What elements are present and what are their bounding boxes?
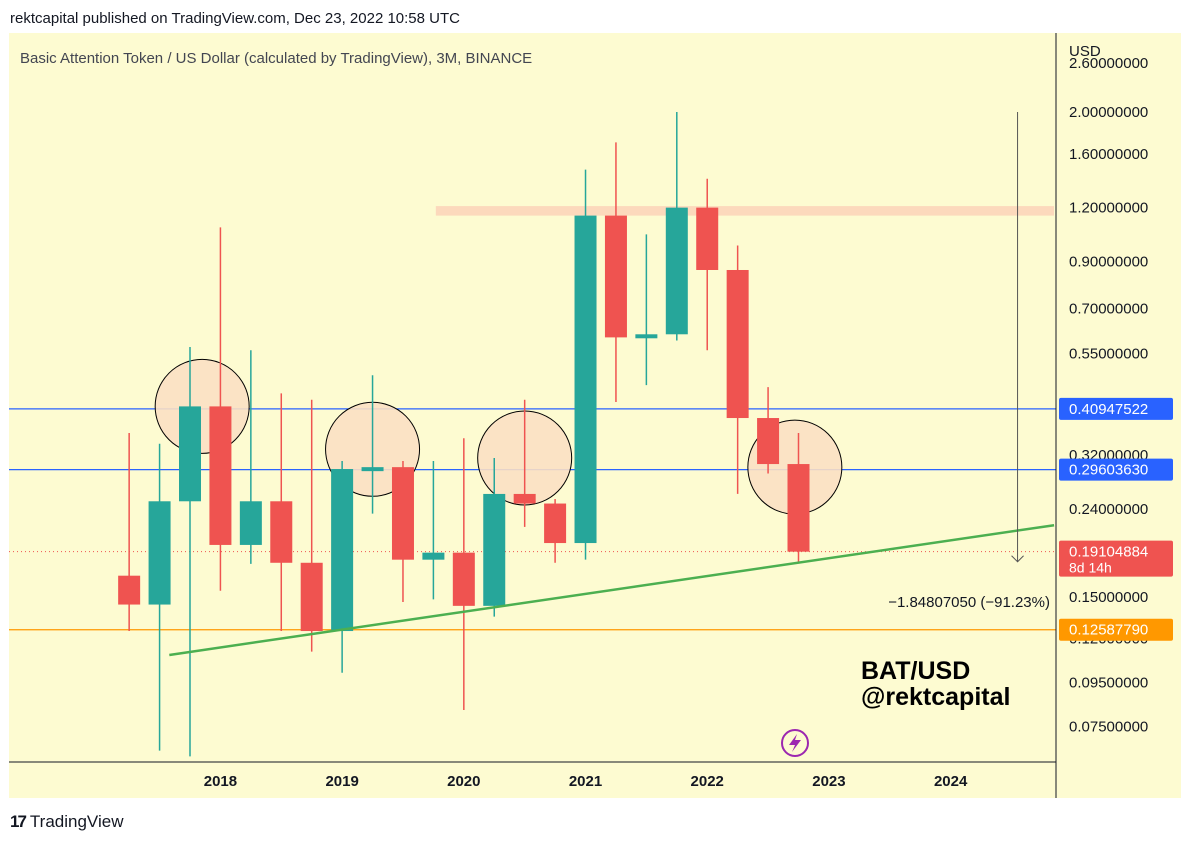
currency-label: USD: [1069, 43, 1101, 60]
measure-label: −1.84807050 (−91.23%): [888, 594, 1050, 611]
candle-body[interactable]: [118, 575, 141, 605]
price-tick-label: 0.70000000: [1069, 301, 1148, 318]
resistance-zone: [435, 206, 1055, 216]
candle-body[interactable]: [635, 334, 658, 339]
candle-body[interactable]: [300, 562, 323, 632]
price-tick-label: 1.60000000: [1069, 146, 1148, 163]
candle-body[interactable]: [331, 469, 354, 632]
candle-body[interactable]: [209, 406, 232, 545]
candle-body[interactable]: [757, 418, 780, 465]
publish-info: rektcapital published on TradingView.com…: [10, 10, 460, 27]
price-tick-label: 0.09500000: [1069, 674, 1148, 691]
time-tick-label: 2021: [569, 773, 602, 790]
price-tick-label: 0.15000000: [1069, 589, 1148, 606]
candle-body[interactable]: [574, 215, 597, 544]
candle-body[interactable]: [604, 215, 627, 338]
countdown-label: 8d 14h: [1069, 560, 1112, 576]
time-tick-label: 2022: [691, 773, 724, 790]
footer-brand: TradingView: [29, 812, 124, 831]
candle-body[interactable]: [665, 207, 688, 335]
price-tick-label: 0.07500000: [1069, 719, 1148, 736]
candle-body[interactable]: [726, 269, 749, 419]
price-badge: [1059, 540, 1173, 577]
price-badge-label: 0.19104884: [1069, 544, 1148, 561]
candle-body[interactable]: [361, 467, 384, 472]
lightning-icon[interactable]: [781, 729, 809, 757]
annotation-author: @rektcapital: [861, 683, 1010, 711]
price-badge: [1059, 397, 1173, 420]
price-badge-label: 0.12587790: [1069, 622, 1148, 639]
price-badge: [1059, 458, 1173, 481]
candle-body[interactable]: [696, 207, 719, 270]
candle-body[interactable]: [239, 501, 262, 545]
candle-body[interactable]: [148, 501, 171, 605]
price-tick-label: 0.55000000: [1069, 346, 1148, 363]
time-tick-label: 2023: [812, 773, 845, 790]
annotation-pair: BAT/USD: [861, 657, 970, 685]
price-tick-label: 0.24000000: [1069, 501, 1148, 518]
candle-body[interactable]: [544, 503, 567, 544]
time-tick-label: 2024: [934, 773, 968, 790]
candle-body[interactable]: [787, 464, 810, 552]
time-tick-label: 2019: [325, 773, 358, 790]
footer: 17 TradingView: [10, 812, 123, 832]
candle-body[interactable]: [452, 552, 475, 606]
price-badge: [1059, 618, 1173, 641]
trendline[interactable]: [169, 523, 1055, 657]
candle-body[interactable]: [270, 501, 293, 563]
highlight-circle[interactable]: [154, 358, 250, 454]
time-tick-label: 2018: [204, 773, 237, 790]
candle-body[interactable]: [179, 406, 201, 502]
tradingview-logo-icon: 17: [10, 812, 27, 831]
candle-body[interactable]: [422, 552, 445, 560]
price-tick-label: 0.90000000: [1069, 253, 1148, 270]
time-tick-label: 2020: [447, 773, 480, 790]
candle-body[interactable]: [391, 467, 414, 560]
price-badge-label: 0.40947522: [1069, 401, 1148, 418]
price-tick-label: 1.20000000: [1069, 200, 1148, 217]
chart-title: Basic Attention Token / US Dollar (calcu…: [20, 50, 532, 67]
price-tick-label: 2.00000000: [1069, 104, 1148, 121]
candle-body[interactable]: [513, 493, 536, 504]
price-tick-label: 2.60000000: [1069, 55, 1148, 72]
candle-body[interactable]: [483, 493, 506, 606]
measure-arrowhead: [1011, 555, 1024, 563]
price-badge-label: 0.29603630: [1069, 462, 1148, 479]
